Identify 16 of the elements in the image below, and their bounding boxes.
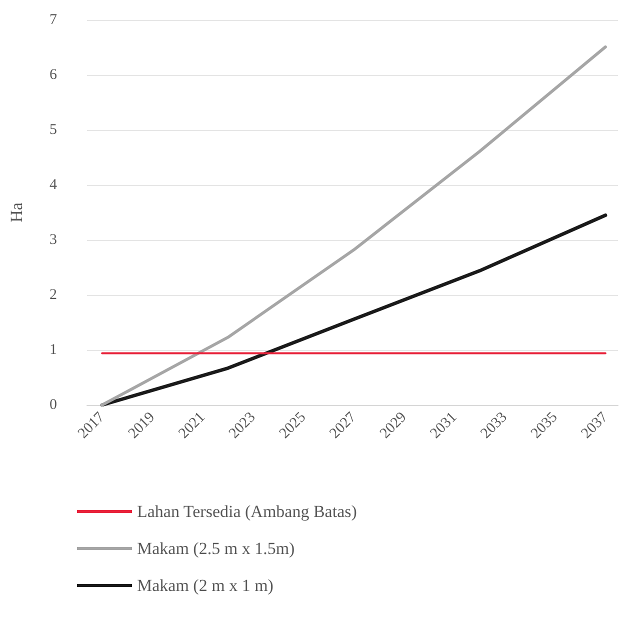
y-tick-label: 3: [50, 232, 57, 248]
line-series: [100, 214, 608, 407]
y-tick-label: 1: [50, 342, 57, 358]
y-axis-title: Ha: [7, 202, 26, 222]
y-tick-label: 5: [50, 122, 57, 138]
legend-label: Lahan Tersedia (Ambang Batas): [137, 502, 357, 521]
legend-label: Makam (2.5 m x 1.5m): [137, 539, 295, 558]
legend-label: Makam (2 m x 1 m): [137, 576, 274, 595]
y-tick-label: 7: [50, 12, 58, 28]
y-tick-label: 6: [50, 67, 58, 83]
line-series: [100, 45, 607, 406]
y-tick-label: 4: [50, 177, 58, 193]
y-tick-label: 2: [50, 287, 57, 303]
x-tick-label: 2021: [176, 409, 208, 442]
y-tick-label: 0: [50, 397, 57, 413]
x-tick-label: 2031: [428, 409, 460, 442]
